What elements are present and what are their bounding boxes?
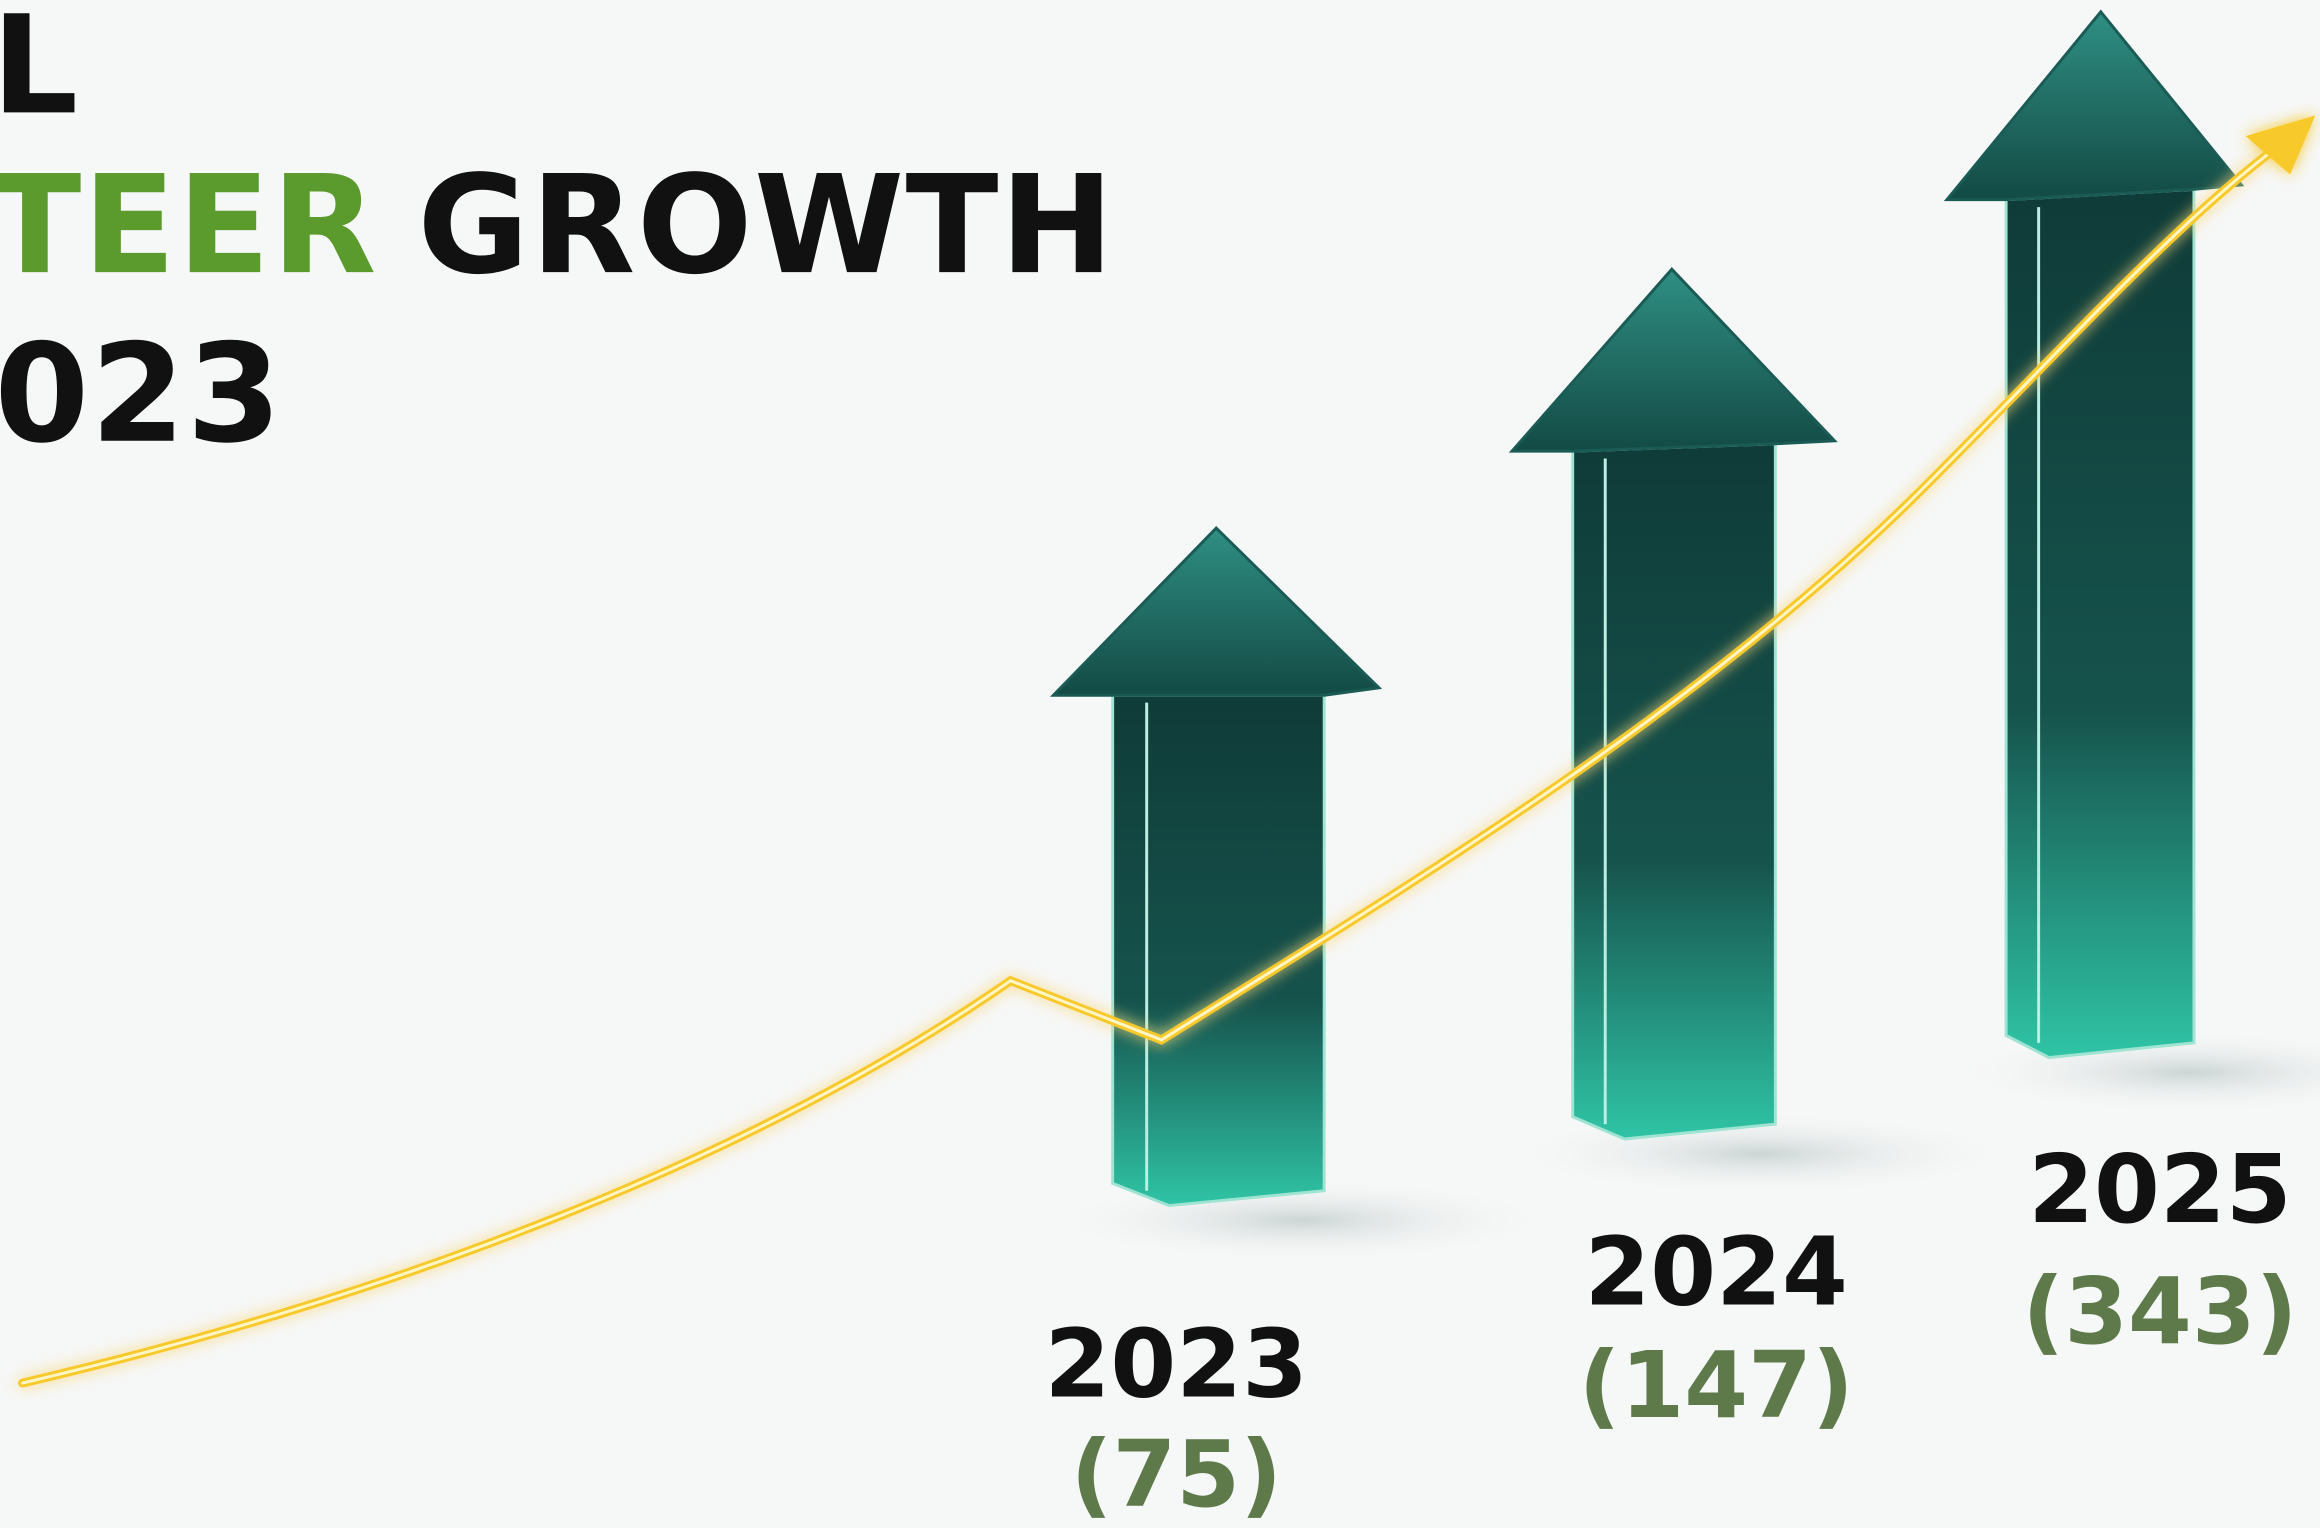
year-label: 2025 <box>2028 1135 2291 1245</box>
arrow-2023 <box>1049 525 1383 1208</box>
year-label: 2023 <box>1045 1309 1308 1419</box>
year-label: 2024 <box>1584 1218 1847 1328</box>
title-highlight: TEER <box>0 147 378 305</box>
title-line: 023 <box>0 316 283 474</box>
count-label: (75) <box>1071 1421 1282 1528</box>
title-line: L <box>0 0 80 145</box>
arrow-2024 <box>1508 267 1838 1141</box>
count-label: (147) <box>1579 1332 1854 1439</box>
title-line: GROWTH <box>417 147 1115 305</box>
arrow-2025 <box>1943 9 2245 1060</box>
growth-line <box>18 115 2316 1388</box>
count-label: (343) <box>2022 1258 2297 1365</box>
